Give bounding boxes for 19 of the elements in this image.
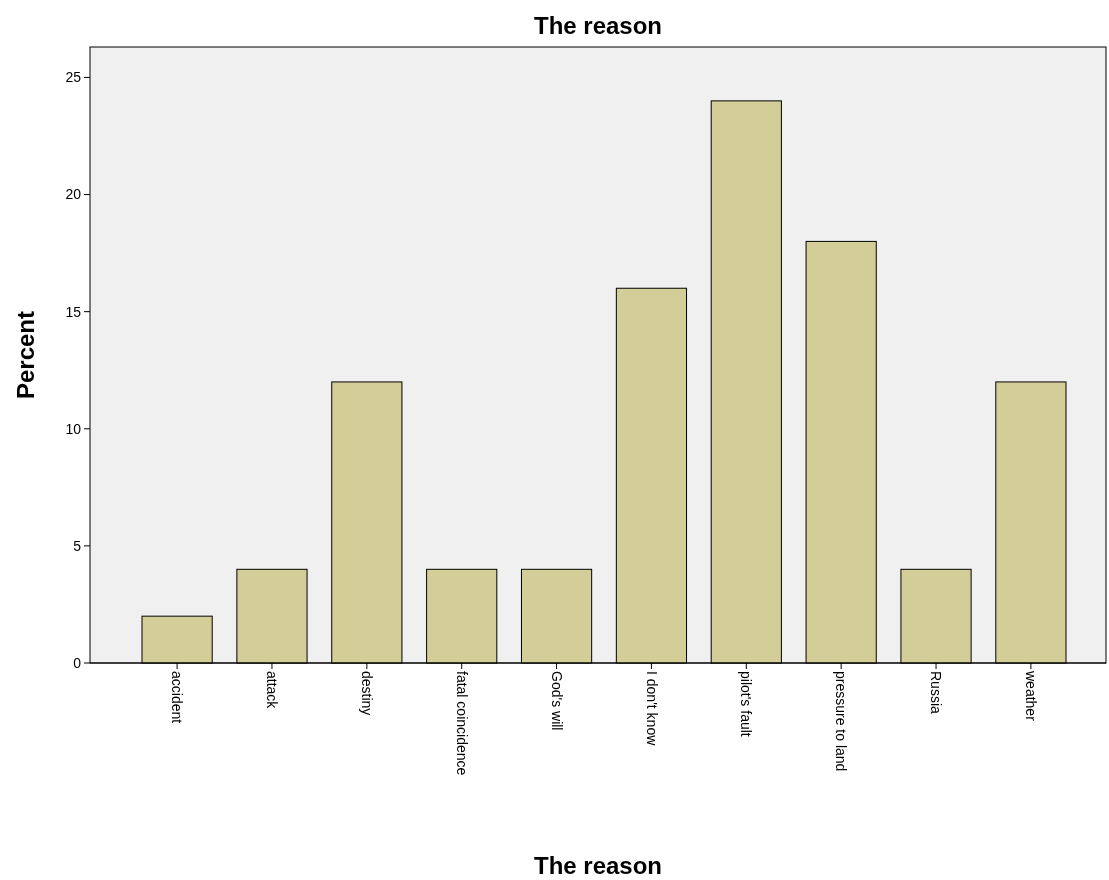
y-tick-label: 10 bbox=[65, 420, 82, 437]
x-tick-label: God's will bbox=[548, 671, 565, 731]
x-tick-label: destiny bbox=[358, 671, 375, 716]
x-tick-label: weather bbox=[1023, 670, 1039, 722]
chart-title: The reason bbox=[533, 12, 663, 39]
y-tick-label: 0 bbox=[73, 654, 82, 671]
x-axis-title: The reason bbox=[533, 852, 663, 879]
x-tick-label: I don't know bbox=[643, 671, 660, 747]
x-tick-label: pressure to land bbox=[833, 671, 850, 772]
x-tick-label: accident bbox=[169, 671, 186, 724]
x-tick-label: attack bbox=[264, 671, 281, 710]
y-tick-label: 20 bbox=[65, 186, 82, 203]
y-tick-label: 15 bbox=[65, 303, 82, 320]
y-axis-title: Percent bbox=[12, 310, 39, 400]
x-tick-label: pilot's fault bbox=[738, 671, 755, 737]
y-tick-label: 25 bbox=[65, 69, 82, 86]
x-tick-label: Russia bbox=[928, 671, 945, 715]
x-tick-label: fatal coincidence bbox=[453, 671, 470, 776]
y-tick-label: 5 bbox=[73, 537, 82, 554]
